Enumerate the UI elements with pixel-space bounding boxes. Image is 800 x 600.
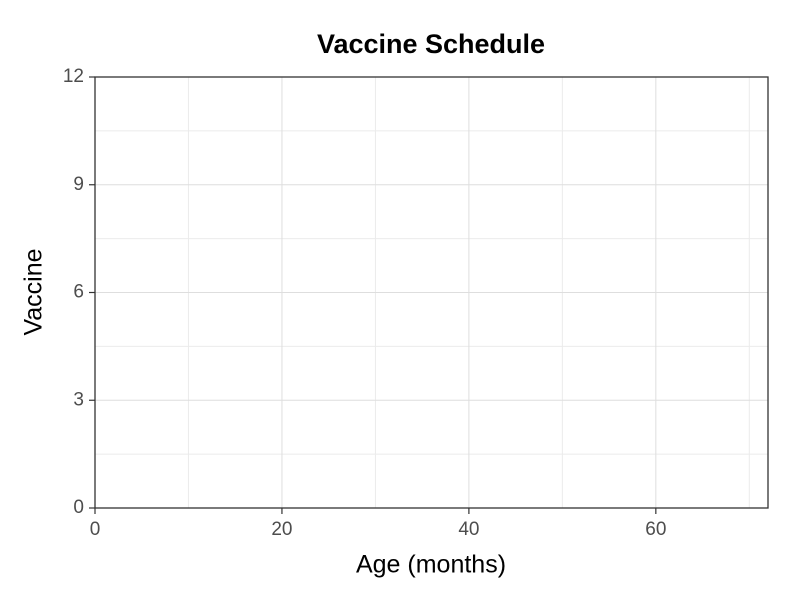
y-tick-label: 9 bbox=[73, 174, 84, 195]
y-axis-title: Vaccine bbox=[20, 248, 48, 335]
y-tick-label: 6 bbox=[73, 282, 84, 303]
x-tick-label: 60 bbox=[645, 519, 666, 540]
y-tick-label: 0 bbox=[73, 497, 84, 518]
plot-border bbox=[94, 76, 769, 509]
y-tick-label: 3 bbox=[73, 389, 84, 410]
x-axis-title: Age (months) bbox=[356, 551, 506, 579]
x-tick-label: 20 bbox=[271, 519, 292, 540]
x-tick-label: 0 bbox=[90, 519, 101, 540]
y-tick-label: 12 bbox=[63, 66, 84, 87]
x-tick-label: 40 bbox=[458, 519, 479, 540]
chart-title: Vaccine Schedule bbox=[317, 29, 545, 59]
